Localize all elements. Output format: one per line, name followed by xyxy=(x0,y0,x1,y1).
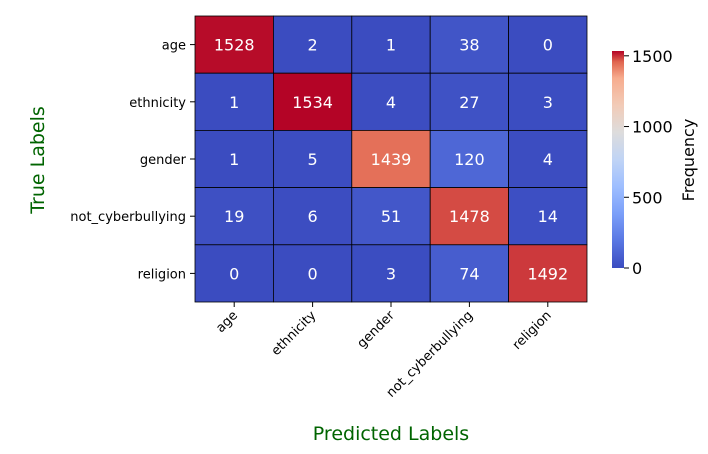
heatmap-cell xyxy=(351,244,431,303)
cell-value-label: 19 xyxy=(224,207,244,226)
cell-value-label: 0 xyxy=(543,36,553,55)
x-tick-label: gender xyxy=(355,308,399,352)
colorbar: 0 500 1000 1500 Frequency xyxy=(612,47,698,278)
cell-value-label: 2 xyxy=(308,36,318,55)
colorbar-tick-label: 1500 xyxy=(632,47,673,66)
y-tick-label: ethnicity xyxy=(129,96,186,111)
x-axis-label: Predicted Labels xyxy=(313,423,469,445)
x-tick-label: not_cyberbullying xyxy=(384,308,476,400)
heatmap-cell xyxy=(351,15,431,74)
cell-value-label: 1439 xyxy=(371,150,412,169)
cell-value-label: 1 xyxy=(229,150,239,169)
heatmap-cell-values: 1528 2 1 38 0 1 1534 4 27 3 1 5 1439 120 4 19 6 51 1478 14 0… xyxy=(214,36,568,284)
heatmap-cell xyxy=(508,72,588,131)
cell-value-label: 0 xyxy=(229,264,239,283)
cell-value-label: 4 xyxy=(386,93,396,112)
colorbar-label: Frequency xyxy=(679,119,698,202)
y-tick-label: gender xyxy=(140,153,187,168)
heatmap-cell xyxy=(351,187,431,246)
heatmap-cell xyxy=(194,72,274,131)
heatmap-cell xyxy=(508,129,588,188)
cell-value-label: 1478 xyxy=(449,207,490,226)
cell-value-label: 51 xyxy=(381,207,401,226)
y-tick-label: religion xyxy=(138,267,186,282)
cell-value-label: 4 xyxy=(543,150,553,169)
heatmap-cell xyxy=(194,244,274,303)
x-tick-label: ethnicity xyxy=(269,308,320,359)
heatmap-cell xyxy=(351,129,431,188)
y-tick-label: age xyxy=(162,39,186,54)
x-tick-label: age xyxy=(213,308,241,336)
colorbar-tick-label: 1000 xyxy=(632,118,673,137)
heatmap-cell xyxy=(351,72,431,131)
colorbar-tick-label: 0 xyxy=(632,259,642,278)
cell-value-label: 5 xyxy=(308,150,318,169)
heatmap-cell xyxy=(508,15,588,74)
heatmap-cell xyxy=(508,244,588,303)
y-axis-tick-labels: age ethnicity gender not_cyberbullyingrelig… xyxy=(70,39,195,282)
heatmap-cells xyxy=(194,15,588,303)
heatmap-cell xyxy=(508,187,588,246)
colorbar-ticks: 0 500 1000 1500 xyxy=(624,47,673,278)
cell-value-label: 38 xyxy=(459,36,479,55)
cell-value-label: 0 xyxy=(308,264,318,283)
colorbar-gradient xyxy=(612,51,624,268)
cell-value-label: 6 xyxy=(308,207,318,226)
heatmap-cell xyxy=(272,129,353,188)
cell-value-label: 1534 xyxy=(292,93,333,112)
cell-value-label: 27 xyxy=(459,93,479,112)
y-tick-label: not_cyberbullying xyxy=(70,210,186,225)
heatmap-cell xyxy=(272,187,353,246)
cell-value-label: 1 xyxy=(386,36,396,55)
heatmap-cell xyxy=(272,15,353,74)
cell-value-label: 3 xyxy=(543,93,553,112)
heatmap-cell xyxy=(272,244,353,303)
cell-value-label: 3 xyxy=(386,264,396,283)
cell-value-label: 1 xyxy=(229,93,239,112)
heatmap-cell xyxy=(429,15,510,74)
cell-value-label: 1492 xyxy=(527,264,568,283)
heatmap-cell xyxy=(429,187,510,246)
heatmap-cell xyxy=(429,129,510,188)
cell-value-label: 120 xyxy=(454,150,485,169)
colorbar-tick-label: 500 xyxy=(632,188,663,207)
cell-value-label: 14 xyxy=(538,207,558,226)
y-axis-label: True Labels xyxy=(27,106,49,215)
heatmap-cell xyxy=(194,15,274,74)
x-tick-label: religion xyxy=(510,308,555,353)
cell-value-label: 74 xyxy=(459,264,479,283)
cell-value-label: 1528 xyxy=(214,36,255,55)
